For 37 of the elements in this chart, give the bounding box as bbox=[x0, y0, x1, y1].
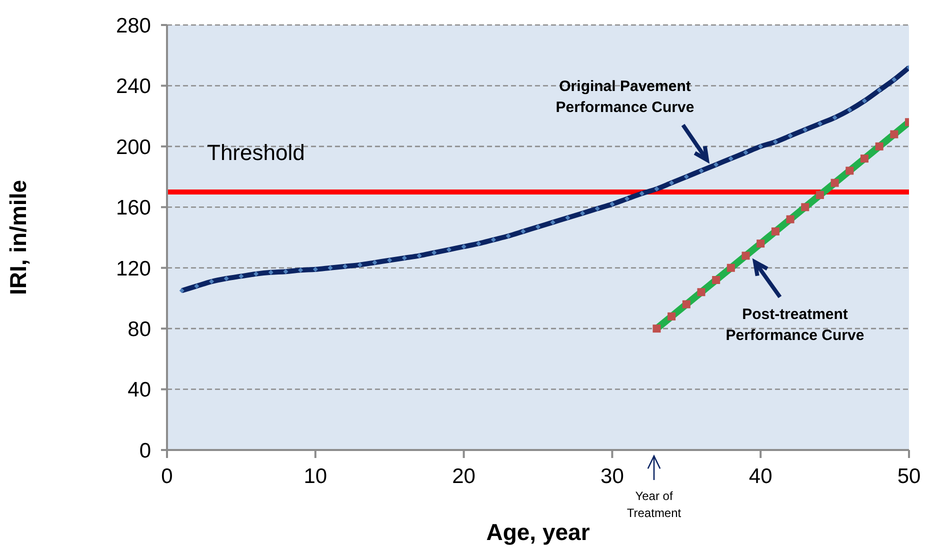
point bbox=[846, 166, 854, 175]
y-tick-label: 240 bbox=[116, 75, 151, 98]
text: Year of Treatment bbox=[626, 489, 682, 520]
point bbox=[786, 215, 794, 224]
y-tick-label: 80 bbox=[128, 318, 151, 342]
x-axis-title: Age, year bbox=[486, 519, 590, 545]
point bbox=[652, 324, 661, 333]
point bbox=[756, 240, 765, 248]
point bbox=[668, 312, 676, 320]
y-tick-label: 280 bbox=[116, 14, 151, 38]
y-tick-label: 0 bbox=[139, 439, 151, 462]
point bbox=[890, 130, 898, 138]
x-tick-label: 50 bbox=[897, 464, 921, 488]
x-tick-label: 0 bbox=[161, 464, 173, 488]
point bbox=[875, 142, 884, 150]
point bbox=[742, 252, 750, 260]
point bbox=[801, 203, 810, 212]
x-tick-label: 30 bbox=[600, 464, 624, 488]
y-tick-label: 160 bbox=[116, 196, 151, 220]
y-tick-label: 40 bbox=[128, 378, 151, 402]
y-tick-label: 120 bbox=[116, 257, 151, 280]
point bbox=[771, 227, 780, 236]
y-axis-title: IRI, in/mile bbox=[5, 180, 32, 296]
x-tick-label: 10 bbox=[304, 464, 328, 488]
point bbox=[682, 300, 690, 308]
ref-line-label: Threshold bbox=[207, 140, 305, 165]
annotation: Original Pavement Performance Curve bbox=[556, 78, 694, 116]
x-tick-label: 40 bbox=[748, 464, 772, 488]
point bbox=[860, 154, 868, 163]
point bbox=[816, 191, 824, 199]
point bbox=[726, 264, 735, 272]
point bbox=[697, 288, 706, 296]
point bbox=[830, 178, 839, 187]
x-tick-label: 20 bbox=[452, 464, 476, 488]
point bbox=[712, 276, 720, 284]
y-tick-label: 200 bbox=[116, 136, 151, 159]
annotation: Post-treatment Performance Curve bbox=[726, 306, 864, 344]
